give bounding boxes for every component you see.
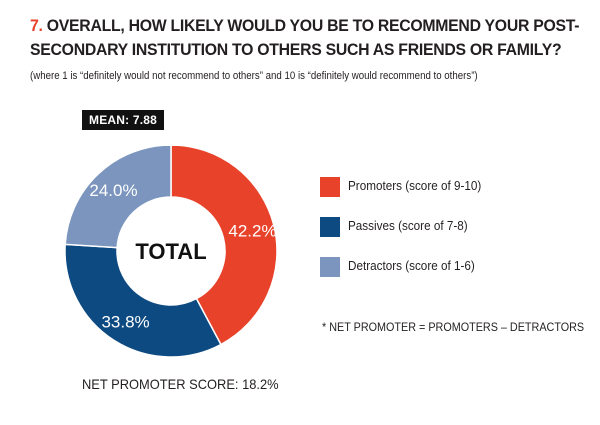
question-line-1: OVERALL, HOW LIKELY WOULD YOU BE TO RECO…: [46, 16, 580, 35]
legend-swatch-detractors: [320, 257, 340, 277]
legend-label-detractors: Detractors (score of 1-6): [348, 258, 475, 273]
question-number: 7.: [30, 16, 43, 35]
donut-chart: 42.2% 33.8% 24.0% TOTAL: [64, 146, 278, 358]
mean-badge: MEAN: 7.88: [82, 110, 165, 130]
slice-label-passives: 33.8%: [101, 313, 149, 332]
legend-label-promoters: Promoters (score of 9-10): [348, 178, 482, 193]
slice-label-detractors: 24.0%: [89, 181, 137, 200]
donut-center-label: TOTAL: [135, 239, 206, 264]
scale-subtitle: (where 1 is “definitely would not recomm…: [30, 70, 478, 82]
slice-label-promoters: 42.2%: [228, 222, 276, 241]
question-line-2: SECONDARY INSTITUTION TO OTHERS SUCH AS …: [30, 40, 562, 59]
mean-badge-text: MEAN: 7.88: [89, 113, 158, 127]
legend-swatch-passives: [320, 217, 340, 237]
net-promoter-footnote: * NET PROMOTER = PROMOTERS – DETRACTORS: [322, 320, 585, 334]
legend-label-passives: Passives (score of 7-8): [348, 218, 468, 233]
donut-slice-detractors: [64, 146, 172, 249]
question-title: 7. OVERALL, HOW LIKELY WOULD YOU BE TO R…: [30, 14, 580, 62]
net-promoter-score-label: NET PROMOTER SCORE:: [82, 376, 239, 392]
legend-swatch-promoters: [320, 177, 340, 197]
net-promoter-score-value: 18.2%: [242, 376, 279, 392]
net-promoter-score: NET PROMOTER SCORE: 18.2%: [82, 376, 279, 392]
donut-slice-promoters: [170, 146, 278, 346]
donut-slice-passives: [64, 243, 222, 358]
